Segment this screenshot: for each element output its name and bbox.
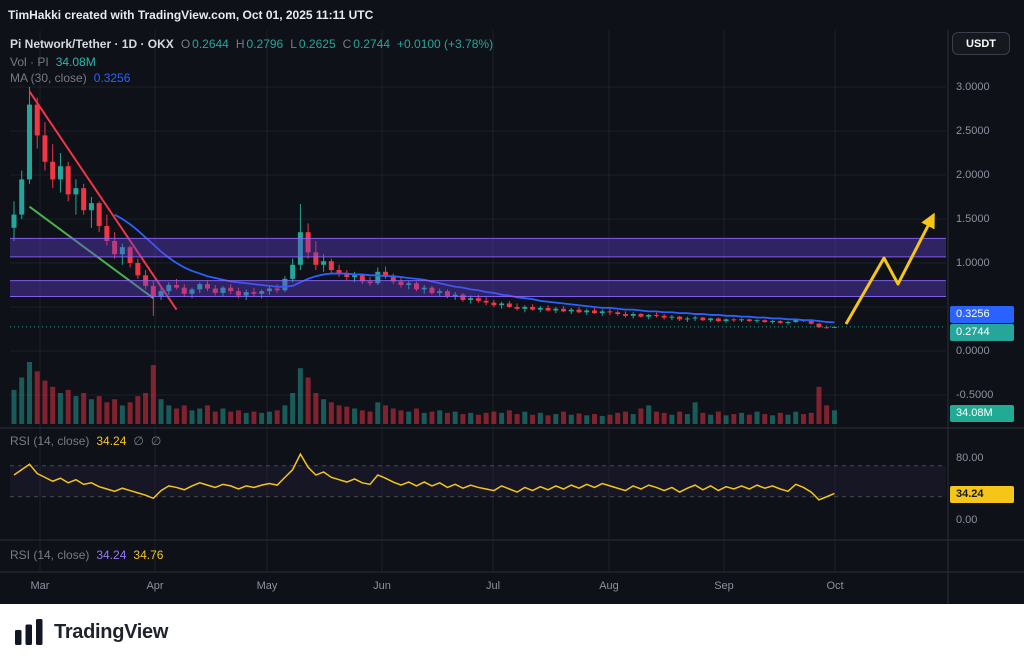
rsi-tick-80: 80.00 [956, 452, 984, 464]
rsi2-legend-row: RSI (14, close) 34.24 34.76 [10, 548, 163, 562]
attribution-text: TimHakki created with TradingView.com, O… [8, 8, 374, 22]
rsi-pane [10, 452, 946, 501]
pane-separators [0, 30, 1024, 604]
rsi-empty-2: ∅ [150, 434, 162, 448]
ohlc-close: C 0.2744 [342, 37, 390, 51]
projection-arrow [844, 212, 935, 325]
rsi-label: RSI (14, close) [10, 434, 90, 448]
ma-price-badge: 0.3256 [950, 306, 1014, 323]
time-label-aug: Aug [599, 580, 619, 592]
rsi2-ma-value: 34.76 [133, 548, 164, 562]
price-tick-1-5: 1.5000 [956, 213, 990, 225]
price-tick-neg-0-5: -0.5000 [956, 389, 994, 401]
time-axis[interactable]: Mar Apr May Jun Jul Aug Sep Oct [0, 574, 948, 602]
volume-legend-row: Vol · PI 34.08M [10, 55, 96, 69]
rsi-line [13, 452, 835, 501]
rsi-tick-0: 0.00 [956, 514, 978, 526]
symbol-title: Pi Network/Tether · 1D · OKX [10, 37, 174, 51]
grid-lines [10, 30, 946, 572]
time-label-oct: Oct [826, 580, 844, 592]
ma-legend-row: MA (30, close) 0.3256 [10, 71, 130, 85]
time-label-jun: Jun [373, 580, 391, 592]
rsi-empty-1: ∅ [133, 434, 144, 448]
price-tick-3: 3.0000 [956, 81, 990, 93]
ohlc-open: O 0.2644 [180, 37, 229, 51]
price-change: +0.0100 (+3.78%) [397, 37, 494, 51]
price-tick-2-5: 2.5000 [956, 125, 990, 137]
trendlines [28, 90, 178, 311]
supply-zones [10, 237, 946, 297]
attribution-bar: TimHakki created with TradingView.com, O… [0, 0, 1024, 30]
time-label-sep: Sep [714, 580, 734, 592]
ohlc-high: H 0.2796 [235, 37, 284, 51]
tradingview-wordmark[interactable]: TradingView [54, 620, 169, 643]
candles [11, 87, 837, 329]
price-tick-1: 1.0000 [956, 257, 990, 269]
volume-label: Vol · PI [10, 55, 49, 69]
price-tick-2: 2.0000 [956, 169, 990, 181]
rsi-legend-row: RSI (14, close) 34.24 ∅ ∅ [10, 434, 161, 448]
time-label-apr: Apr [146, 580, 164, 592]
tradingview-logo-icon[interactable] [15, 619, 45, 645]
time-label-may: May [256, 580, 278, 592]
rsi-value: 34.24 [96, 434, 127, 448]
last-price-badge: 0.2744 [950, 324, 1014, 341]
downtrend-line [28, 90, 178, 311]
time-label-mar: Mar [30, 580, 50, 592]
rsi2-value: 34.24 [96, 548, 127, 562]
rsi-value-badge: 34.24 [950, 486, 1014, 503]
rsi2-label: RSI (14, close) [10, 548, 90, 562]
ma-30-line [114, 213, 835, 324]
footer-brand-bar: TradingView [0, 604, 1024, 660]
price-tick-0: 0.0000 [956, 345, 990, 357]
time-label-jul: Jul [485, 580, 501, 592]
currency-toggle-button[interactable]: USDT [952, 32, 1010, 55]
support-line [28, 205, 154, 300]
ma-label: MA (30, close) [10, 71, 87, 85]
volume-value: 34.08M [55, 55, 96, 69]
symbol-legend-row: Pi Network/Tether · 1D · OKX O 0.2644 H … [10, 37, 493, 51]
ma-value: 0.3256 [93, 71, 131, 85]
volume-bars [11, 362, 837, 424]
volume-badge: 34.08M [950, 405, 1014, 422]
ohlc-low: L 0.2625 [290, 37, 336, 51]
